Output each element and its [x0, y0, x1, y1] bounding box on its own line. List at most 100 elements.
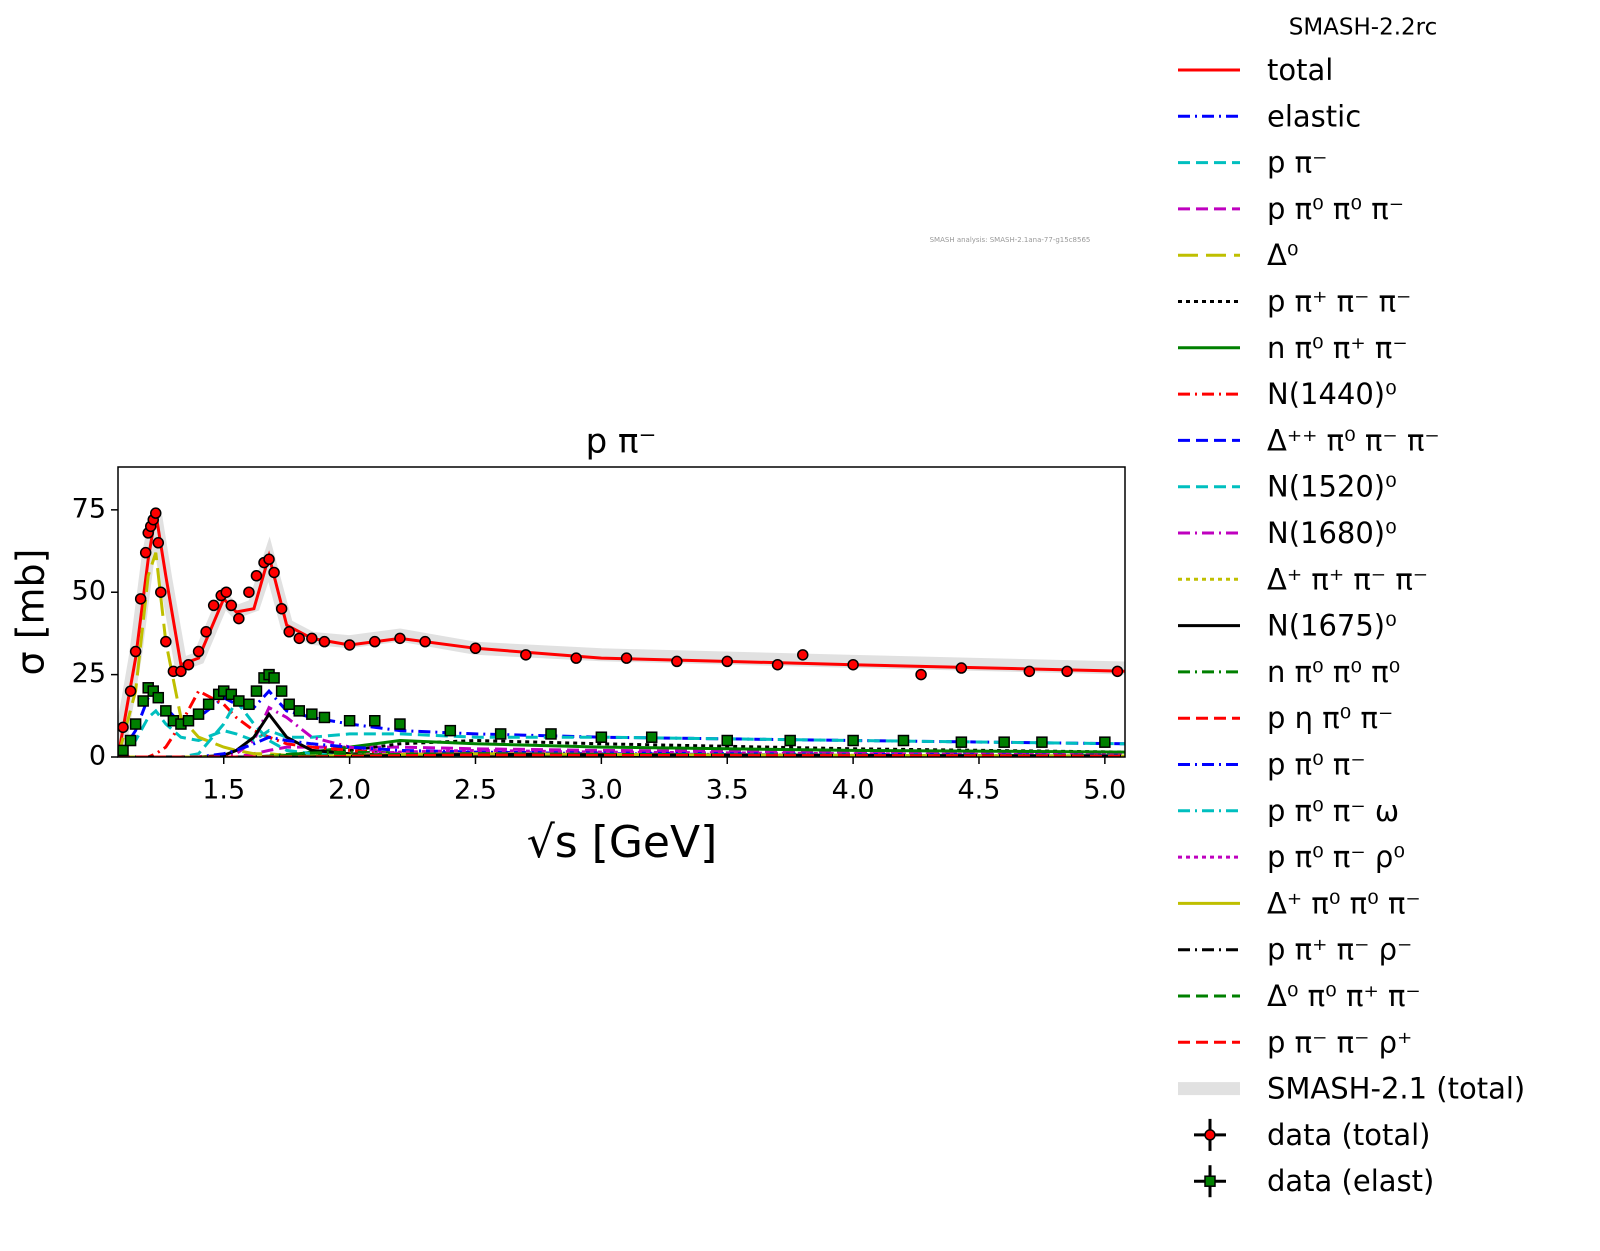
x-tick-label: 2.0 [328, 775, 371, 806]
data-point [152, 537, 165, 549]
data-point [369, 635, 381, 648]
top-label: SMASH-2.2rc [1289, 15, 1438, 41]
data-point [124, 734, 137, 747]
data-point [419, 635, 431, 648]
line [118, 752, 1125, 757]
data-point [797, 649, 809, 661]
chart-title: p π⁻ [586, 422, 657, 462]
data-point [494, 728, 507, 740]
data-point [220, 586, 233, 598]
data-point [293, 705, 306, 717]
data-point [784, 734, 796, 747]
data-point [306, 632, 318, 645]
data-point [137, 695, 149, 707]
line [118, 735, 1125, 757]
line [118, 711, 1125, 757]
legend-label: N(1440)⁰ [1267, 377, 1397, 411]
data-point [394, 632, 406, 645]
data-point [268, 672, 280, 684]
data-point [620, 652, 633, 664]
data-point [671, 655, 683, 668]
data-point [343, 639, 356, 651]
data-point [129, 645, 142, 658]
data-point [225, 599, 238, 612]
data-point [318, 711, 331, 724]
data-point [595, 731, 608, 743]
data-point [721, 734, 733, 747]
data-point [343, 715, 356, 727]
data-point [192, 708, 205, 720]
data-point [545, 728, 557, 740]
legend-swatch [1204, 1175, 1216, 1187]
data-point [160, 705, 172, 717]
legend-swatch [1204, 1129, 1216, 1141]
data-point [243, 698, 255, 711]
line [118, 708, 1125, 757]
data-point [250, 570, 263, 582]
data-point [771, 658, 784, 671]
data-point [207, 599, 220, 612]
data-point [897, 734, 910, 747]
data-point [394, 718, 406, 730]
legend-label: Δ⁺⁺ π⁰ π⁻ π⁻ [1267, 423, 1440, 457]
data-point [847, 658, 859, 671]
data-point [263, 553, 275, 566]
x-axis-label: √s [GeV] [527, 817, 718, 868]
data-point [225, 688, 238, 701]
legend-label: N(1675)⁰ [1267, 609, 1397, 643]
legend-label: p π⁻ [1267, 146, 1327, 180]
legend-label: p π⁰ π⁻ ρ⁰ [1267, 840, 1405, 874]
legend-label: Δ⁰ π⁰ π⁺ π⁻ [1267, 979, 1421, 1013]
data-point [306, 708, 318, 720]
data-point [645, 731, 658, 743]
data-point [915, 668, 927, 681]
y-tick-label: 50 [72, 576, 106, 607]
line [118, 738, 1125, 757]
legend-label: Δ⁰ [1267, 238, 1298, 272]
data-point [283, 626, 295, 638]
data-point [155, 586, 167, 598]
y-axis-label: σ [mb] [9, 549, 53, 676]
axes-frame [117, 466, 1126, 758]
legend-label: Δ⁺ π⁰ π⁰ π⁻ [1267, 886, 1421, 920]
x-tick-label: 2.5 [454, 775, 497, 806]
data-point [250, 685, 263, 697]
legend-label: n π⁰ π⁰ π⁰ [1267, 655, 1400, 689]
data-point [139, 546, 152, 559]
data-point [118, 721, 129, 734]
x-tick-label: 3.5 [706, 775, 749, 806]
data-point [118, 744, 129, 757]
data-point [182, 715, 195, 727]
data-point [1023, 665, 1036, 678]
data-point [124, 685, 137, 697]
x-tick-label: 3.0 [580, 775, 623, 806]
data-point [129, 718, 142, 730]
x-tick-label: 4.5 [958, 775, 1001, 806]
x-tick-label: 4.0 [832, 775, 875, 806]
data-point [160, 635, 172, 648]
data-point [192, 645, 205, 658]
legend-label: Δ⁺ π⁺ π⁻ π⁻ [1267, 562, 1428, 596]
legend-label: N(1680)⁰ [1267, 516, 1397, 550]
legend-label: elastic [1267, 99, 1361, 133]
data-point [293, 632, 306, 645]
legend-label: p π⁺ π⁻ ρ⁻ [1267, 933, 1412, 967]
legend-label: p π⁰ π⁰ π⁻ [1267, 192, 1404, 226]
data-point [721, 655, 733, 668]
legend-label: data (total) [1267, 1118, 1430, 1152]
data-point [152, 691, 165, 704]
data-point [847, 734, 859, 747]
line [118, 705, 1125, 757]
data-point [268, 566, 280, 579]
data-point [469, 642, 482, 654]
data-point [275, 602, 288, 615]
legend-label: p π⁺ π⁻ π⁻ [1267, 285, 1411, 319]
legend-label: data (elast) [1267, 1164, 1434, 1198]
legend-label: p η π⁰ π⁻ [1267, 701, 1393, 735]
data-point [955, 662, 968, 674]
y-tick-label: 0 [89, 741, 106, 772]
data-point [275, 685, 288, 697]
legend-label: SMASH-2.1 (total) [1267, 1072, 1525, 1106]
data-point [202, 698, 215, 711]
